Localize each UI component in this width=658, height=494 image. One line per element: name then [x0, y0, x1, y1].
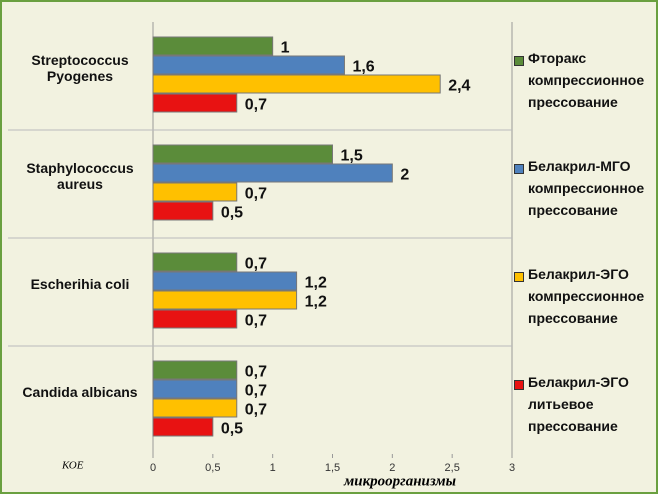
legend-label: Белакрил-МГО компрессионное прессование: [528, 158, 645, 218]
x-tick-label: 2,5: [445, 462, 460, 474]
bar: [152, 201, 214, 221]
bar: [152, 74, 441, 94]
legend-label: Фторакс компрессионное прессование: [528, 50, 645, 110]
value-label: 1,5: [341, 148, 363, 165]
category-label: Candida albicans: [22, 384, 138, 400]
value-label: 0,7: [245, 313, 267, 330]
value-label: 0,5: [221, 421, 243, 438]
category-label: Escherihia coli: [30, 276, 130, 292]
legend-label: Белакрил-ЭГО литьевое прессование: [528, 374, 629, 434]
legend-swatch: [514, 164, 524, 174]
bar: [152, 398, 238, 418]
legend-swatch: [514, 272, 524, 282]
bar: [152, 290, 298, 310]
bar: [152, 55, 345, 75]
bar: [152, 182, 238, 202]
value-label: 0,7: [245, 256, 267, 273]
x-tick-label: 1: [270, 462, 276, 474]
x-tick-label: 2: [389, 462, 395, 474]
bar: [152, 271, 298, 291]
x-axis-label: микроорганизмы: [343, 473, 456, 489]
x-tick-label: 1,5: [325, 462, 340, 474]
bar: [152, 163, 393, 183]
legend-label: Белакрил-ЭГО компрессионное прессование: [528, 266, 645, 326]
value-label: 1,6: [352, 59, 374, 76]
value-label: 0,7: [245, 402, 267, 419]
legend-swatch: [514, 380, 524, 390]
bar: [152, 309, 238, 329]
value-label: 2,4: [448, 78, 470, 95]
bar: [152, 360, 238, 380]
value-label: 0,5: [221, 205, 243, 222]
bar: [152, 36, 274, 56]
bar: [152, 417, 214, 437]
bar: [152, 144, 333, 164]
value-label: 0,7: [245, 186, 267, 203]
value-label: 1,2: [305, 275, 327, 292]
legend-swatch: [514, 56, 524, 66]
value-label: 1,2: [305, 294, 327, 311]
bar: [152, 379, 238, 399]
value-label: 0,7: [245, 97, 267, 114]
x-tick-label: 0,5: [205, 462, 220, 474]
x-tick-label: 3: [509, 462, 515, 474]
value-label: 2: [400, 167, 409, 184]
value-label: 0,7: [245, 383, 267, 400]
value-label: 1: [281, 40, 290, 57]
category-label: Streptococcus Pyogenes: [31, 52, 129, 84]
bar: [152, 252, 238, 272]
x-tick-label: 0: [150, 462, 156, 474]
y-axis-label: КОЕ: [61, 460, 84, 472]
bar: [152, 93, 238, 113]
value-label: 0,7: [245, 364, 267, 381]
category-label: Staphylococcus aureus: [26, 160, 134, 192]
